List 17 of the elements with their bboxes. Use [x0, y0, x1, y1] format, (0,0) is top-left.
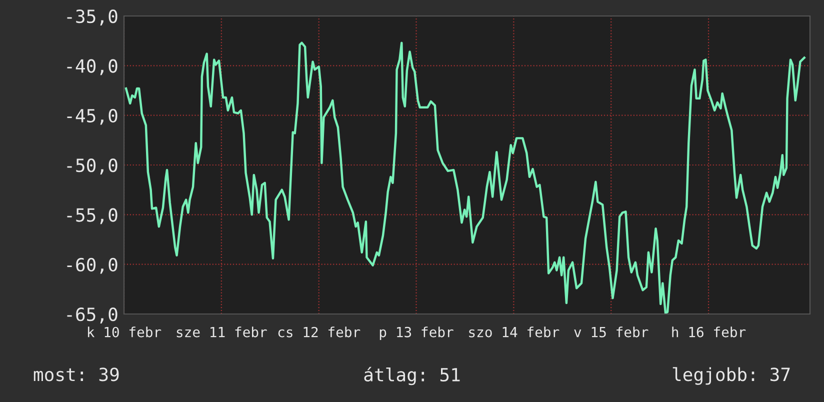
y-tick-label: -65,0 [67, 308, 118, 324]
text: legjobb: 37 [672, 367, 790, 385]
x-tick-label: cs 12 febr [278, 326, 360, 338]
x-tick-label: p 13 febr [380, 326, 454, 340]
x-tick-label: sze 11 febr [176, 326, 267, 338]
x-tick-label: k 10 febr [88, 326, 162, 338]
y-tick-label: -60,0 [67, 258, 118, 274]
x-tick-label: v 15 febr [574, 326, 648, 338]
y-tick-label: -55,0 [67, 208, 118, 224]
text: átlag: 51 [364, 366, 460, 386]
y-tick-label: -50,0 [67, 158, 118, 174]
x-tick-label: h 16 febr [672, 326, 746, 338]
text: most: 39 [34, 368, 119, 382]
y-tick-label: -45,0 [67, 108, 118, 125]
x-tick-label: szo 14 febr [469, 326, 560, 338]
y-tick-label: -40,0 [67, 59, 118, 76]
y-tick-label: -35,0 [67, 10, 118, 26]
